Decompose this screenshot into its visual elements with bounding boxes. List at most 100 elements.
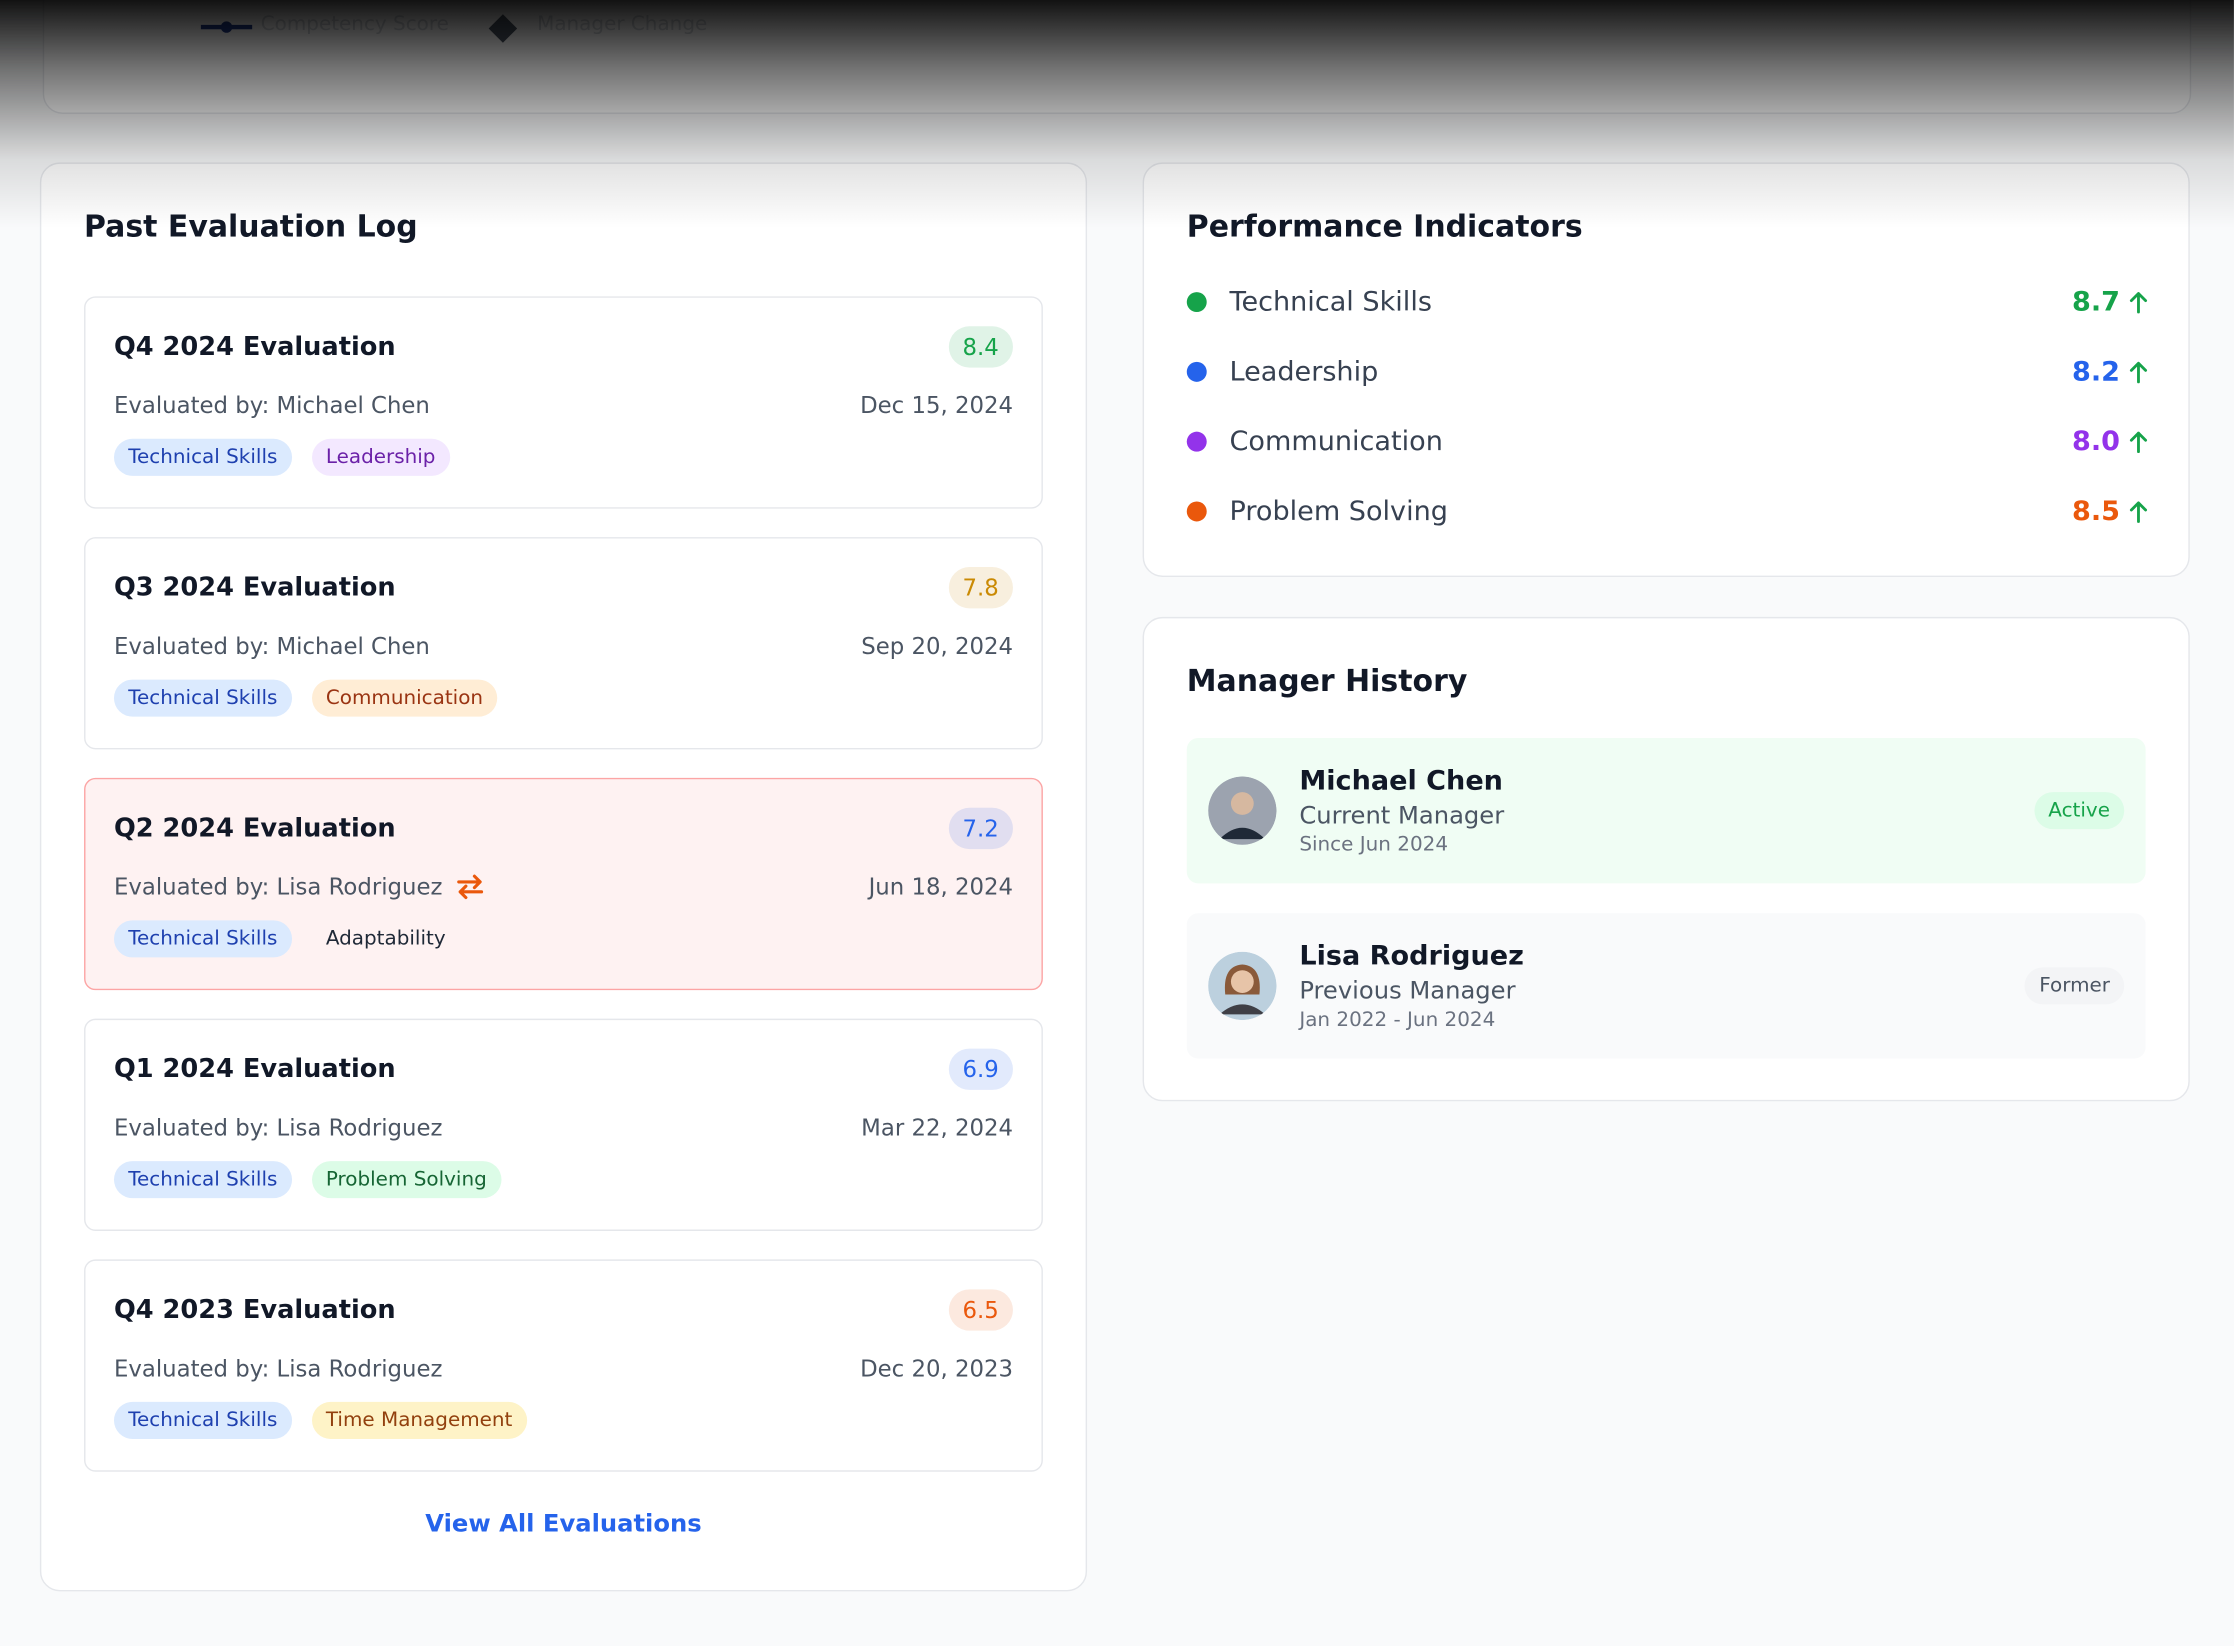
tag-list: Technical Skills Problem Solving xyxy=(113,1161,1013,1199)
tag: Technical Skills xyxy=(113,1161,292,1199)
view-all-link[interactable]: View All Evaluations xyxy=(425,1510,702,1539)
evaluation-title: Q4 2023 Evaluation xyxy=(113,1295,396,1325)
tag: Communication xyxy=(311,679,498,717)
evaluation-date: Mar 22, 2024 xyxy=(861,1113,1013,1141)
indicator-dot xyxy=(1186,292,1207,313)
tag: Leadership xyxy=(311,438,450,476)
evaluation-date: Dec 20, 2023 xyxy=(860,1354,1013,1382)
indicator-name: Technical Skills xyxy=(1229,286,1432,318)
indicator-value: 8.7 xyxy=(2071,286,2120,318)
card-meta: Evaluated by: Lisa Rodriguez Jun 18, 2024 xyxy=(114,869,1013,903)
manager-info: Michael Chen Current Manager Since Jun 202… xyxy=(1299,765,1504,856)
performance-card: Performance Indicators Technical Skills 8… xyxy=(1142,162,2190,578)
indicator-row: Communication 8.0 xyxy=(1186,420,2149,463)
indicator-name: Problem Solving xyxy=(1229,495,1448,528)
manager-role: Previous Manager xyxy=(1299,977,1516,1006)
score-badge: 7.8 xyxy=(948,567,1013,609)
evaluation-card[interactable]: Q4 2024 Evaluation 8.4 Evaluated by: Micha… xyxy=(84,296,1043,509)
tag: Technical Skills xyxy=(113,438,292,476)
manager-name: Michael Chen xyxy=(1299,765,1503,797)
evaluator-group: Evaluated by: Lisa Rodriguez xyxy=(114,1113,442,1140)
tag: Technical Skills xyxy=(113,920,292,958)
card-header: Q2 2024 Evaluation 7.2 xyxy=(113,807,1013,850)
evaluation-card[interactable]: Q4 2023 Evaluation 6.5 Evaluated by: Lisa … xyxy=(84,1259,1043,1472)
score-badge: 6.5 xyxy=(948,1289,1013,1331)
evaluation-date: Dec 15, 2024 xyxy=(860,391,1013,419)
evaluation-card[interactable]: Q1 2024 Evaluation 6.9 Evaluated by: Lisa … xyxy=(84,1018,1043,1231)
evaluation-title: Q3 2024 Evaluation xyxy=(113,572,396,603)
trend-up-icon xyxy=(2129,501,2148,523)
evaluation-log-card: Past Evaluation Log View All Evaluations… xyxy=(39,162,1088,1592)
manager-info: Lisa Rodriguez Previous Manager Jan 2022 -… xyxy=(1299,940,1524,1031)
tag-list: Technical Skills Communication xyxy=(113,679,1013,717)
evaluation-date: Jun 18, 2024 xyxy=(868,872,1013,900)
avatar xyxy=(1208,951,1277,1021)
legend-label: Competency Score xyxy=(260,12,449,36)
tag-list: Technical Skills Time Management xyxy=(113,1401,1013,1439)
manager-item: Michael Chen Current Manager Since Jun 202… xyxy=(1186,737,2146,884)
card-header: Q4 2024 Evaluation 8.4 xyxy=(113,326,1013,368)
legend-line-icon xyxy=(200,21,253,33)
trend-up-icon xyxy=(2129,431,2148,454)
status-badge: Active xyxy=(2034,792,2125,830)
indicator-value: 8.0 xyxy=(2071,425,2120,458)
score-badge: 7.2 xyxy=(948,807,1013,850)
tag: Technical Skills xyxy=(113,679,292,717)
evaluator: Evaluated by: Lisa Rodriguez xyxy=(113,1354,443,1382)
evaluator-group: Evaluated by: Lisa Rodriguez xyxy=(114,1354,442,1381)
card-meta: Evaluated by: Michael Chen Dec 15, 2024 xyxy=(114,388,1013,422)
evaluation-card[interactable]: Q2 2024 Evaluation 7.2 Evaluated by: Lisa … xyxy=(84,777,1043,991)
manager-period: Jan 2022 - Jun 2024 xyxy=(1299,1008,1496,1032)
trend-up-icon xyxy=(2129,361,2148,384)
manager-period: Since Jun 2024 xyxy=(1299,833,1449,857)
section-title: Past Evaluation Log xyxy=(84,209,418,244)
evaluation-title: Q1 2024 Evaluation xyxy=(113,1054,396,1085)
indicator-dot xyxy=(1186,361,1207,382)
trend-up-icon xyxy=(2129,292,2148,314)
manager-change-icon xyxy=(456,874,483,900)
indicator-name: Leadership xyxy=(1229,356,1379,388)
manager-item: Lisa Rodriguez Previous Manager Jan 2022 -… xyxy=(1186,913,2146,1059)
indicator-row: Leadership 8.2 xyxy=(1186,350,2149,393)
section-title: Manager History xyxy=(1186,663,1468,699)
evaluation-date: Sep 20, 2024 xyxy=(861,631,1013,659)
indicator-dot xyxy=(1186,431,1207,452)
card-meta: Evaluated by: Michael Chen Sep 20, 2024 xyxy=(114,628,1013,662)
card-meta: Evaluated by: Lisa Rodriguez Dec 20, 2023 xyxy=(114,1351,1013,1385)
card-header: Q3 2024 Evaluation 7.8 xyxy=(113,567,1013,609)
evaluator: Evaluated by: Lisa Rodriguez xyxy=(113,872,443,900)
evaluation-title: Q4 2024 Evaluation xyxy=(113,331,396,362)
legend-label: Manager Change xyxy=(537,12,708,36)
tag: Technical Skills xyxy=(113,1401,292,1439)
card-header: Q1 2024 Evaluation 6.9 xyxy=(113,1048,1013,1090)
indicator-value: 8.5 xyxy=(2071,495,2120,528)
evaluator-group: Evaluated by: Michael Chen xyxy=(114,391,430,418)
score-badge: 6.9 xyxy=(948,1048,1013,1090)
manager-history-card: Manager History Michael Chen Current Mana… xyxy=(1142,616,2190,1102)
indicator-dot xyxy=(1186,501,1207,522)
tag: Problem Solving xyxy=(311,1161,502,1199)
chart-card: Competency Score Manager Change xyxy=(42,0,2192,114)
evaluation-card[interactable]: Q3 2024 Evaluation 7.8 Evaluated by: Micha… xyxy=(84,537,1043,750)
indicator-row: Technical Skills 8.7 xyxy=(1186,281,2149,324)
indicator-row: Problem Solving 8.5 xyxy=(1186,490,2149,533)
tag: Time Management xyxy=(311,1401,527,1439)
evaluator: Evaluated by: Michael Chen xyxy=(113,631,430,659)
evaluation-title: Q2 2024 Evaluation xyxy=(113,813,396,844)
evaluator: Evaluated by: Lisa Rodriguez xyxy=(113,1113,443,1141)
tag: Adaptability xyxy=(311,920,460,958)
tag-list: Technical Skills Adaptability xyxy=(113,920,1013,958)
indicator-value: 8.2 xyxy=(2071,356,2120,388)
status-badge: Former xyxy=(2025,967,2125,1005)
evaluator-group: Evaluated by: Michael Chen xyxy=(114,632,430,659)
section-title: Performance Indicators xyxy=(1186,209,1583,244)
legend-diamond-icon xyxy=(488,14,518,43)
tag-list: Technical Skills Leadership xyxy=(113,438,1013,476)
card-meta: Evaluated by: Lisa Rodriguez Mar 22, 2024 xyxy=(114,1110,1013,1144)
evaluator-group: Evaluated by: Lisa Rodriguez xyxy=(114,872,485,900)
evaluator: Evaluated by: Michael Chen xyxy=(113,391,430,419)
avatar xyxy=(1208,776,1277,845)
score-badge: 8.4 xyxy=(948,326,1013,368)
card-header: Q4 2023 Evaluation 6.5 xyxy=(113,1289,1013,1331)
